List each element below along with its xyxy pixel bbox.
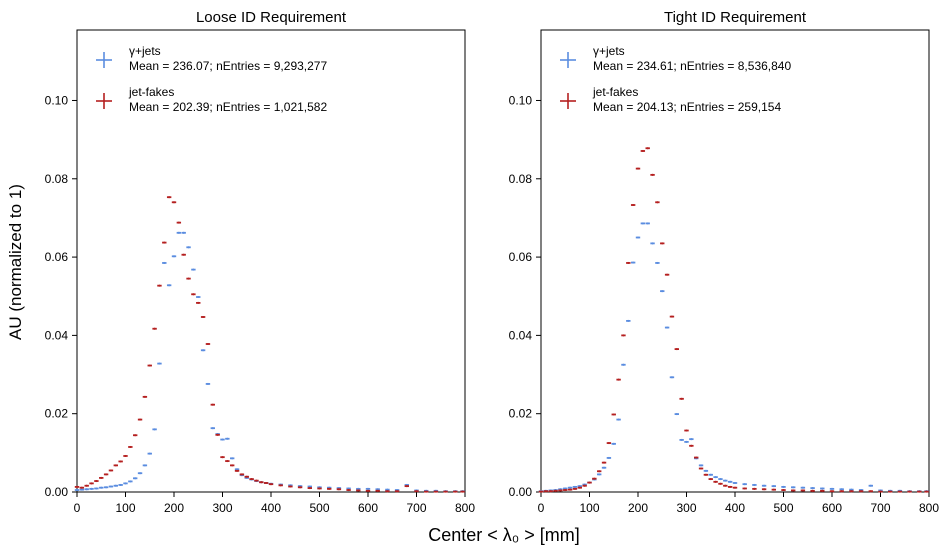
x-tick-label: 300 [212, 501, 232, 515]
series-gamma-jets [74, 231, 465, 493]
y-tick-label: 0.00 [45, 485, 69, 499]
x-tick-label: 0 [74, 501, 81, 515]
series-jet-fakes [74, 196, 465, 493]
legend-stats: Mean = 202.39; nEntries = 1,021,582 [129, 100, 327, 114]
x-tick-label: 400 [261, 501, 281, 515]
x-tick-label: 100 [115, 501, 135, 515]
y-tick-label: 0.06 [509, 250, 533, 264]
chart-panel-1: Loose ID Requirement 0 100 200 300 400 500 600 7… [45, 9, 476, 515]
y-tick-label: 0.04 [45, 328, 69, 342]
y-axis-label: AU (normalized to 1) [6, 184, 25, 340]
x-tick-label: 200 [628, 501, 648, 515]
y-tick-label: 0.00 [509, 485, 533, 499]
x-tick-label: 400 [725, 501, 745, 515]
x-tick-label: 0 [538, 501, 545, 515]
x-tick-label: 600 [358, 501, 378, 515]
series-jet-fakes [538, 147, 929, 493]
x-tick-label: 500 [773, 501, 793, 515]
y-tick-label: 0.06 [45, 250, 69, 264]
y-tick-label: 0.10 [509, 93, 533, 107]
legend-stats: Mean = 204.13; nEntries = 259,154 [593, 100, 781, 114]
y-tick-label: 0.08 [45, 172, 69, 186]
legend-stats: Mean = 234.61; nEntries = 8,536,840 [593, 59, 791, 73]
legend-name: jet-fakes [592, 85, 638, 99]
x-tick-label: 800 [919, 501, 939, 515]
x-tick-label: 600 [822, 501, 842, 515]
legend-name: jet-fakes [128, 85, 174, 99]
y-tick-label: 0.02 [45, 407, 69, 421]
x-tick-label: 700 [406, 501, 426, 515]
y-tick-label: 0.10 [45, 93, 69, 107]
x-tick-label: 300 [676, 501, 696, 515]
x-tick-label: 800 [455, 501, 475, 515]
chart-panel-2: Tight ID Requirement 0 100 200 300 400 500 600 7… [509, 9, 940, 515]
x-tick-label: 100 [579, 501, 599, 515]
y-tick-label: 0.04 [509, 328, 533, 342]
y-tick-label: 0.02 [509, 407, 533, 421]
legend-stats: Mean = 236.07; nEntries = 9,293,277 [129, 59, 327, 73]
x-tick-label: 200 [164, 501, 184, 515]
x-tick-label: 500 [309, 501, 329, 515]
x-axis-label: Center < λ₀ > [mm] [428, 525, 580, 545]
y-tick-label: 0.08 [509, 172, 533, 186]
legend-name: γ+jets [593, 44, 625, 58]
series-gamma-jets [538, 222, 929, 493]
chart-title: Tight ID Requirement [664, 9, 807, 26]
chart-title: Loose ID Requirement [196, 9, 347, 26]
legend-name: γ+jets [129, 44, 161, 58]
x-tick-label: 700 [870, 501, 890, 515]
